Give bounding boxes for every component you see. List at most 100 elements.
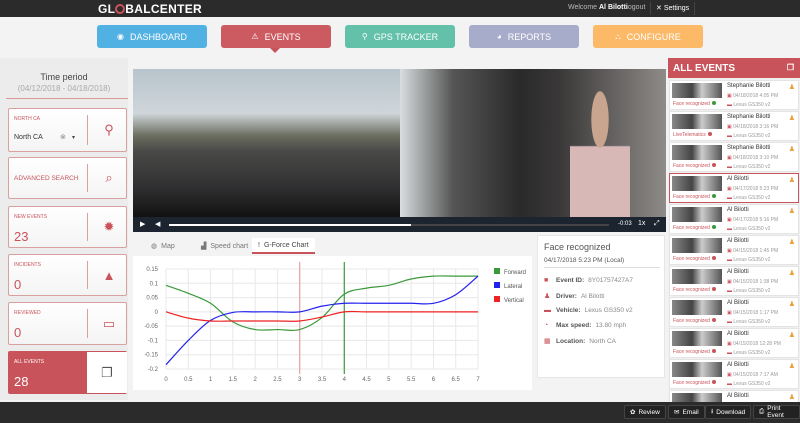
divider bbox=[544, 267, 660, 268]
print-event-button[interactable]: ⎙ Print Event bbox=[753, 405, 800, 419]
event-status: Face recognized bbox=[673, 287, 710, 293]
footer-bar: ✿ Review ✉ Email ⭳ Download ⎙ Print Event bbox=[0, 402, 800, 423]
info-row: ▦ Location: North CA bbox=[544, 337, 616, 346]
calendar-icon: ▣ bbox=[727, 186, 732, 192]
folders-icon: ❐ bbox=[87, 352, 127, 393]
event-list-item[interactable]: Face recognized Stephanie Bilotti ▣ 04/1… bbox=[669, 80, 799, 110]
event-list-item[interactable]: Face recognized Al Bilotti ▣ 04/17/2018 … bbox=[669, 173, 799, 203]
event-list-item[interactable]: Face recognized Al Bilotti ▣ 04/15/2018 … bbox=[669, 359, 799, 389]
status-dot-icon bbox=[711, 380, 716, 384]
clear-icon[interactable]: ⊗ bbox=[60, 134, 66, 141]
top-bar: GL BALCENTER Welcome Al Bilotti Logout ✕ … bbox=[0, 0, 800, 17]
status-dot-icon bbox=[711, 318, 716, 322]
time-period-range[interactable]: (04/12/2018 - 04/18/2018) bbox=[17, 84, 111, 93]
events-panel-title: ALL EVENTS bbox=[673, 63, 736, 74]
nav-reports[interactable]: ◕ REPORTS bbox=[469, 25, 579, 48]
y-tick-label: 0 bbox=[155, 310, 159, 316]
user-name: Al Bilotti bbox=[599, 4, 628, 11]
review-button[interactable]: ✿ Review bbox=[624, 405, 666, 419]
event-list-item[interactable]: Face recognized Al Bilotti ▣ 04/17/2018 … bbox=[669, 204, 799, 234]
tab-g-force-chart[interactable]: ǃ G-Force Chart bbox=[252, 238, 315, 254]
event-vehicle: Lexus GS350 v2 bbox=[733, 319, 771, 325]
calendar-icon: ▣ bbox=[727, 310, 732, 316]
event-list-item[interactable]: Face recognized Al Bilotti ▣ 04/15/2018 … bbox=[669, 297, 799, 327]
alert-badge-icon: ✹ bbox=[103, 219, 115, 234]
event-vehicle: Lexus GS350 v2 bbox=[733, 164, 771, 170]
bar-chart-icon: ▟ bbox=[201, 243, 207, 250]
playback-speed[interactable]: 1x bbox=[638, 220, 646, 227]
cabin-camera-view bbox=[400, 69, 666, 217]
event-driver: Al Bilotti bbox=[727, 238, 749, 244]
info-value: Lexus GS350 v2 bbox=[584, 307, 633, 314]
tab-map[interactable]: ◍ Map bbox=[145, 238, 181, 254]
monitor-icon: ▭ bbox=[102, 315, 116, 331]
x-tick-label: 5.5 bbox=[407, 377, 416, 383]
tab-speed-chart[interactable]: ▟ Speed chart bbox=[195, 238, 254, 254]
button-label: Print Event bbox=[767, 405, 784, 419]
button-label: Download bbox=[716, 408, 746, 416]
status-dot-icon bbox=[707, 132, 712, 136]
y-tick-label: 0.15 bbox=[146, 267, 158, 273]
globe-icon: ◍ bbox=[151, 243, 158, 250]
settings-button[interactable]: ✕ Settings bbox=[650, 2, 696, 15]
car-icon: ▬ bbox=[727, 133, 732, 139]
driver-avatar-icon: ♟ bbox=[788, 115, 795, 122]
event-list-item[interactable]: Face recognized Al Bilotti ▣ 04/15/2018 … bbox=[669, 328, 799, 358]
sidebar: Time period (04/12/2018 - 04/18/2018) NO… bbox=[0, 58, 128, 400]
calendar-icon: ▣ bbox=[727, 155, 732, 161]
event-list-item[interactable]: LiveTelematics Stephanie Bilotti ▣ 04/18… bbox=[669, 111, 799, 141]
nav-configure[interactable]: ⛬ CONFIGURE bbox=[593, 25, 703, 48]
car-icon: ▬ bbox=[727, 102, 732, 108]
event-date: 04/15/2018 1:38 PM bbox=[733, 279, 779, 285]
y-tick-label: -0.1 bbox=[148, 338, 159, 344]
email-button[interactable]: ✉ Email bbox=[668, 405, 705, 419]
nav-dashboard[interactable]: ◉ DASHBOARD bbox=[97, 25, 207, 48]
event-thumbnail bbox=[672, 145, 722, 160]
volume-icon[interactable]: ◀ bbox=[155, 221, 161, 228]
event-list-item[interactable]: Face recognized Al Bilotti ▣ 04/15/2018 … bbox=[669, 266, 799, 296]
warning-icon: ▲ bbox=[102, 267, 116, 283]
calendar-icon: ▣ bbox=[727, 279, 732, 285]
all-events-card[interactable]: ALL EVENTS 28 ❐ bbox=[8, 351, 127, 394]
welcome-prefix: Welcome bbox=[568, 4, 598, 11]
driver-avatar-icon: ♟ bbox=[788, 239, 795, 246]
info-row: ◔ Max speed: 13.80 mph bbox=[544, 322, 626, 329]
event-list-item[interactable]: Al Bilotti ♟ bbox=[669, 390, 799, 402]
play-icon[interactable]: ▶ bbox=[140, 221, 146, 228]
review-icon: ✿ bbox=[630, 409, 636, 416]
download-button[interactable]: ⭳ Download bbox=[705, 405, 752, 419]
logout-link[interactable]: Logout bbox=[624, 4, 646, 11]
fullscreen-icon[interactable]: ⤢ bbox=[654, 220, 660, 227]
event-thumbnail bbox=[672, 331, 722, 346]
seek-progress bbox=[169, 224, 411, 226]
all-events-label: ALL EVENTS bbox=[14, 359, 45, 365]
calendar-icon: ▣ bbox=[727, 341, 732, 347]
user-icon: ♟ bbox=[544, 293, 551, 300]
location-pin-icon[interactable]: ⚲ bbox=[104, 122, 114, 137]
legend-swatch bbox=[494, 268, 500, 274]
region-select[interactable]: North CA bbox=[14, 134, 43, 141]
event-list-item[interactable]: Face recognized Al Bilotti ▣ 04/15/2018 … bbox=[669, 235, 799, 265]
calendar-icon: ▣ bbox=[727, 93, 732, 99]
event-list-item[interactable]: Face recognized Stephanie Bilotti ▣ 04/1… bbox=[669, 142, 799, 172]
video-controls: ▶ ◀ -0:03 1x ⤢ bbox=[133, 217, 666, 232]
incidents-card[interactable]: INCIDENTS 0 ▲ bbox=[8, 254, 127, 296]
video-player[interactable]: ▶ ◀ -0:03 1x ⤢ bbox=[133, 69, 666, 232]
event-status: Face recognized bbox=[673, 163, 710, 169]
nav-events[interactable]: ⚠ EVENTS bbox=[221, 25, 331, 48]
nav-gps-tracker[interactable]: ⚲ GPS TRACKER bbox=[345, 25, 455, 48]
email-icon: ✉ bbox=[674, 409, 680, 416]
event-driver: Stephanie Bilotti bbox=[727, 83, 771, 89]
status-dot-icon bbox=[711, 225, 716, 229]
car-icon: ▬ bbox=[544, 307, 551, 314]
reviewed-card[interactable]: REVIEWED 0 ▭ bbox=[8, 302, 127, 345]
legend-swatch bbox=[494, 296, 500, 302]
advanced-search-card[interactable]: ADVANCED SEARCH ⌕ bbox=[8, 157, 127, 199]
search-icon[interactable]: ⌕ bbox=[105, 170, 113, 185]
event-date: 04/15/2018 1:17 PM bbox=[733, 310, 779, 316]
active-nav-pointer bbox=[270, 48, 280, 53]
x-tick-label: 3 bbox=[298, 377, 302, 383]
chevron-down-icon[interactable]: ▾ bbox=[72, 135, 76, 141]
expand-icon[interactable]: ❐ bbox=[786, 63, 794, 72]
new-events-card[interactable]: NEW EVENTS 23 ✹ bbox=[8, 206, 127, 248]
